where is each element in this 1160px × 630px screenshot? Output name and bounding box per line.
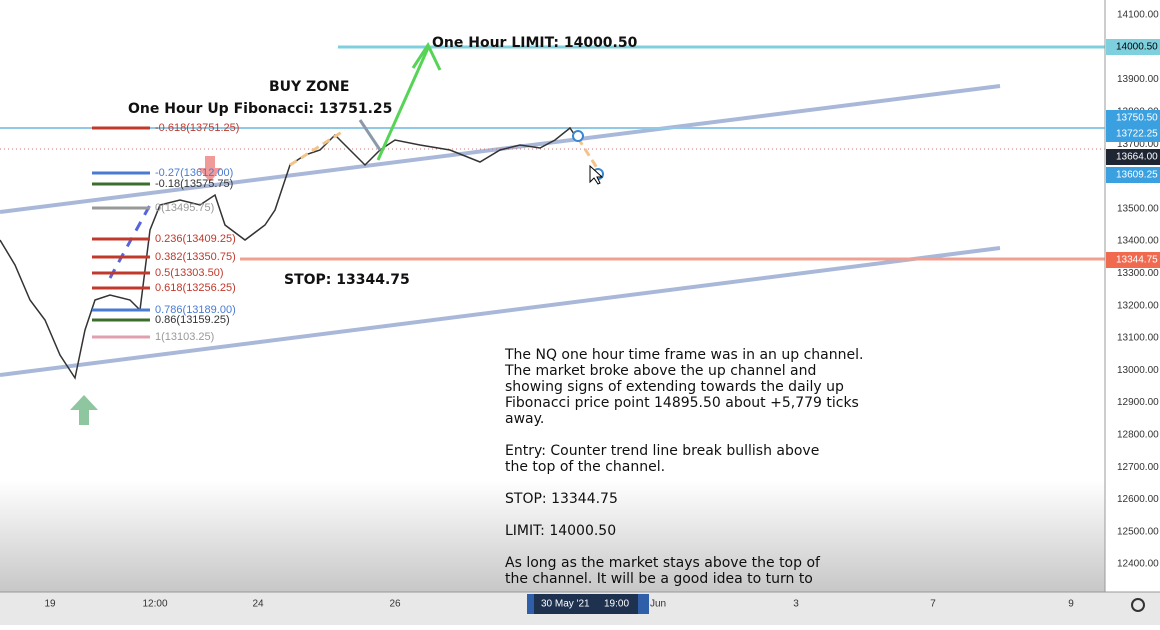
price-badge	[1106, 167, 1160, 183]
price-tick-label: 12900.00	[1117, 397, 1159, 408]
fib-level-label: -0.18(13575.75)	[155, 178, 233, 190]
time-tick-label: 3	[793, 599, 799, 610]
price-tick-label: 13700.00	[1117, 139, 1159, 150]
fib-level-label: 0(13495.75)	[155, 202, 214, 214]
price-badge	[1106, 39, 1160, 55]
channel-bottom	[0, 246, 1001, 377]
fib-level-label: 0.86(13159.25)	[155, 314, 230, 326]
price-tick-label: 12600.00	[1117, 494, 1159, 505]
fib-level-label: 0.382(13350.75)	[155, 251, 236, 263]
point	[572, 130, 584, 142]
break-line	[358, 119, 382, 151]
note-line: away.	[505, 411, 544, 427]
price-tick-label: 12700.00	[1117, 462, 1159, 473]
note-line: The NQ one hour time frame was in an up …	[504, 347, 863, 363]
time-tick-label: Jun	[650, 599, 666, 610]
time-tick-label: 12:00	[142, 599, 167, 610]
settings-icon[interactable]	[1131, 598, 1145, 612]
fib-level-label: -0.618(13751.25)	[155, 122, 239, 134]
down-arrow	[198, 156, 222, 182]
fib-level-label: 1(13103.25)	[155, 331, 214, 343]
note-line: The market broke above the up channel an…	[504, 363, 816, 379]
time-tick-label: 26	[389, 599, 401, 610]
price-tick-label: 13500.00	[1117, 203, 1159, 214]
time-tick-label: 9	[1068, 599, 1074, 610]
note-line: showing signs of extending towards the d…	[505, 379, 844, 395]
price-tick-label: 13000.00	[1117, 365, 1159, 376]
time-tick-label: 24	[252, 599, 264, 610]
price-tick-label: 13400.00	[1117, 236, 1159, 247]
time-cursor	[534, 594, 638, 614]
price-badge-label: 14000.50	[1116, 42, 1158, 53]
price-tick-label: 13200.00	[1117, 300, 1159, 311]
time-tick-label: 19	[44, 599, 56, 610]
price-badge	[1106, 252, 1160, 268]
price-tick-label: 13100.00	[1117, 333, 1159, 344]
target-arrow-head	[411, 41, 442, 71]
note-line: Fibonacci price point 14895.50 about +5,…	[505, 395, 859, 411]
price-tick-label: 12800.00	[1117, 430, 1159, 441]
limit-label: One Hour LIMIT: 14000.50	[432, 35, 638, 51]
fib-level-label: 0.786(13189.00)	[155, 304, 236, 316]
dash-line	[576, 137, 599, 169]
fib-level-label: 0.618(13256.25)	[155, 282, 236, 294]
price-badge-label: 13722.25	[1116, 129, 1158, 140]
price-badge	[1106, 126, 1160, 142]
price-badge-label: 13344.75	[1116, 255, 1158, 266]
fib-level-label: 0.5(13303.50)	[155, 267, 224, 279]
price-tick-label: 12500.00	[1117, 526, 1159, 537]
dash-line	[108, 204, 152, 279]
dash-line	[289, 128, 346, 167]
price	[0, 126, 579, 380]
price-badge-label: 13609.25	[1116, 170, 1158, 181]
time-tick-label: 7	[930, 599, 936, 610]
price-axis	[1105, 0, 1160, 592]
price-tick-label: 12400.00	[1117, 559, 1159, 570]
time-cursor-date: 30 May '21	[541, 599, 590, 610]
price-badge-label: 13664.00	[1116, 152, 1158, 163]
fib-level-label: 0.236(13409.25)	[155, 233, 236, 245]
video-shade	[0, 480, 1105, 592]
price-badge	[1106, 110, 1160, 126]
cursor	[589, 164, 604, 185]
price-badge-label: 13750.50	[1116, 113, 1158, 124]
note-line: the top of the channel.	[505, 459, 665, 475]
target-arrow	[376, 47, 430, 161]
fib-label: One Hour Up Fibonacci: 13751.25	[128, 101, 392, 117]
time-cursor-time: 19:00	[604, 599, 629, 610]
buy-zone-label: BUY ZONE	[269, 79, 349, 95]
price-tick-label: 14100.00	[1117, 10, 1159, 21]
stop-label: STOP: 13344.75	[284, 272, 410, 288]
price-tick-label: 13900.00	[1117, 74, 1159, 85]
price-tick-label: 13300.00	[1117, 268, 1159, 279]
fib-level-label: -0.27(13612.00)	[155, 167, 233, 179]
note-line: Entry: Counter trend line break bullish …	[505, 443, 819, 459]
price-badge	[1106, 149, 1160, 165]
up-arrow	[70, 395, 98, 425]
